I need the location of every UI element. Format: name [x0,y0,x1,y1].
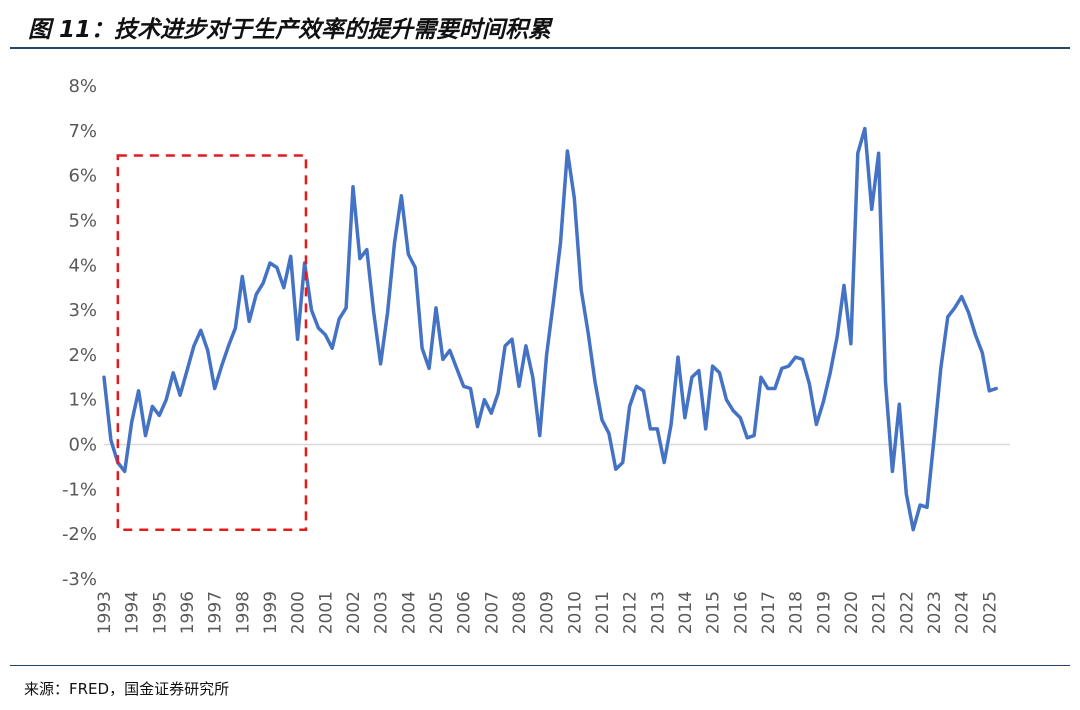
figure-title: 图 11：技术进步对于生产效率的提升需要时间积累 [28,17,552,43]
x-tick-label: 2021 [870,591,890,634]
x-tick-label: 2004 [399,591,419,634]
y-tick-label: 5% [68,210,97,231]
highlight-box [116,154,308,531]
x-tick-label: 2018 [787,591,807,634]
x-tick-label: 1995 [150,591,170,634]
x-tick-label: 2013 [648,591,668,634]
y-tick-label: -2% [62,524,97,545]
source-note: 来源：FRED，国金证券研究所 [24,680,230,698]
x-tick-label: 2024 [953,591,973,634]
x-tick-label: 1999 [261,591,281,634]
footer-rule [10,665,1070,666]
y-tick-label: 6% [68,166,97,187]
y-tick-label: -3% [62,569,97,590]
y-tick-label: 0% [68,435,97,456]
x-axis-ticks: 1993 1994 1995 1996 1997 1998 1999 2000 2001 2002… [95,591,1000,634]
x-tick-label: 2015 [704,591,724,634]
x-tick-label: 2000 [289,591,309,634]
x-tick-label: 2020 [842,591,862,634]
series-line [102,126,998,532]
title-rule [10,47,1070,49]
x-tick-label: 2003 [372,591,392,634]
x-tick-label: 1996 [178,591,198,634]
title-bar: 图 11：技术进步对于生产效率的提升需要时间积累 [0,0,1080,50]
y-tick-label: 7% [68,121,97,142]
x-tick-label: 2006 [455,591,475,634]
x-tick-label: 2008 [510,591,530,634]
x-tick-label: 2025 [980,591,1000,634]
x-tick-label: 2016 [731,591,751,634]
x-tick-label: 2011 [593,591,613,634]
x-tick-label: 1993 [95,591,115,634]
x-tick-label: 2012 [621,591,641,634]
x-tick-label: 2005 [427,591,447,634]
x-tick-label: 1994 [123,591,143,634]
x-tick-label: 2017 [759,591,779,634]
x-tick-label: 2022 [897,591,917,634]
x-tick-label: 2019 [814,591,834,634]
x-tick-label: 2014 [676,591,696,634]
y-tick-label: 3% [68,300,97,321]
x-tick-label: 2010 [565,591,585,634]
y-tick-label: 1% [68,390,97,411]
y-axis-ticks: -3% -2% -1% 0% 1% 2% 3% 4% 5% 6% 7% 8% [62,76,97,590]
x-tick-label: 2007 [482,591,502,634]
x-tick-label: 2009 [538,591,558,634]
x-tick-label: 1997 [206,591,226,634]
y-tick-label: 2% [68,345,97,366]
y-tick-label: -1% [62,479,97,500]
x-tick-label: 2001 [316,591,336,634]
x-tick-label: 2002 [344,591,364,634]
x-tick-label: 2023 [925,591,945,634]
y-tick-label: 4% [68,255,97,276]
y-tick-label: 8% [68,76,97,97]
line-chart: -3% -2% -1% 0% 1% 2% 3% 4% 5% 6% 7% 8% 1993 1994 1995… [62,76,1010,634]
x-tick-label: 1998 [233,591,253,634]
